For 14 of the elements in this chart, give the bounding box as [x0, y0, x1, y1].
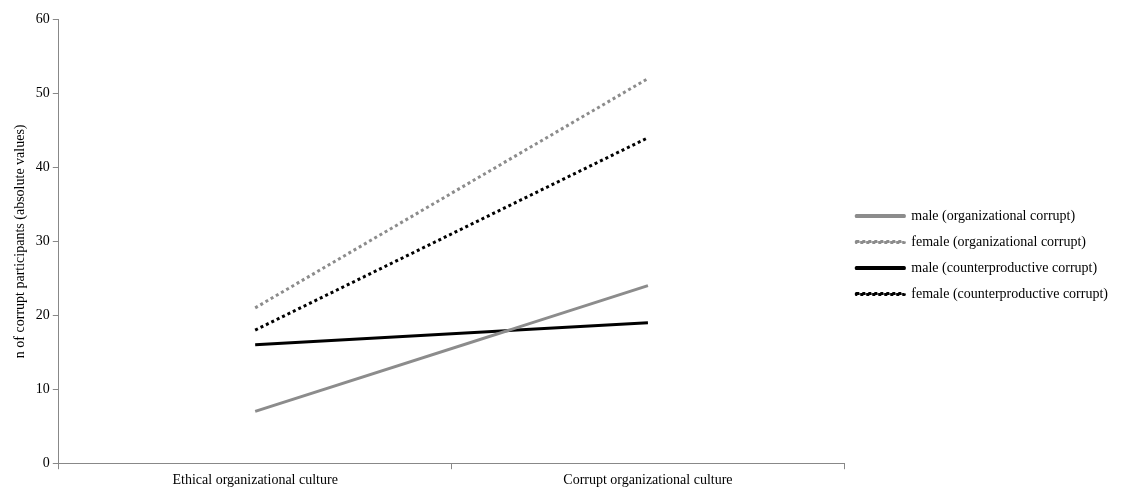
y-axis-title: n of corrupt participants (absolute values) — [12, 124, 29, 359]
y-tick-label: 40 — [35, 159, 50, 175]
y-tick-label: 20 — [35, 306, 50, 322]
y-tick-label: 10 — [35, 380, 50, 396]
y-tick-label: 60 — [35, 11, 50, 27]
y-tick-label: 50 — [35, 85, 50, 101]
legend-label: female (organizational corrupt) — [911, 233, 1087, 250]
legend-label: male (organizational corrupt) — [911, 207, 1076, 224]
legend-label: male (counterproductive corrupt) — [911, 259, 1098, 276]
y-tick-label: 30 — [35, 232, 50, 248]
x-tick-label: Corrupt organizational culture — [563, 472, 733, 488]
legend-label: female (counterproductive corrupt) — [911, 285, 1109, 302]
x-tick-label: Ethical organizational culture — [172, 472, 338, 488]
y-tick-label: 0 — [42, 454, 50, 470]
